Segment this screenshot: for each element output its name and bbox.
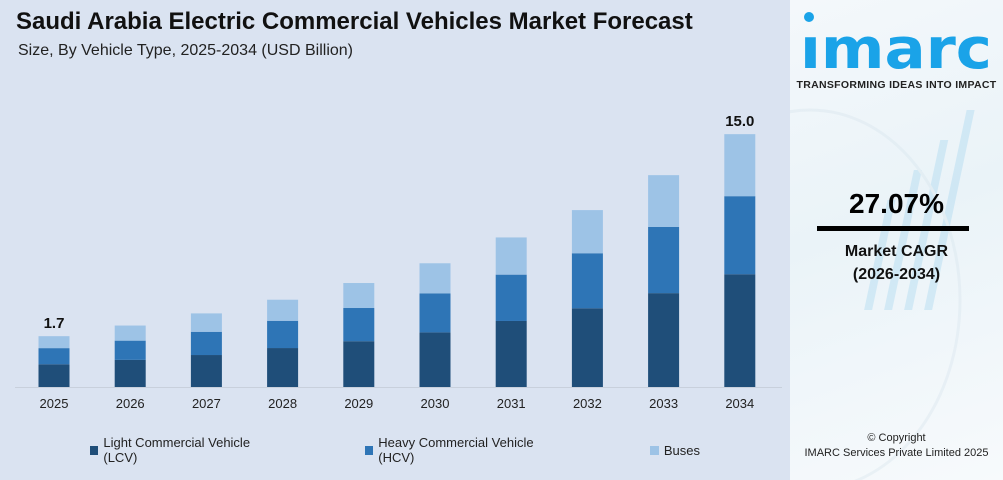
bar-2027-buses (190, 313, 222, 332)
bar-2032-light-commercial-vehicle (571, 308, 603, 387)
cagr-label-text: Market CAGR (844, 243, 949, 260)
bar-2033-heavy-commercial-vehicle (648, 227, 680, 294)
cagr-value: 27.07% (849, 188, 944, 219)
data-label-2034: 15.0 (725, 113, 754, 130)
legend-item-lcv: Light Commercial Vehicle (LCV) (90, 435, 275, 465)
bar-2028-heavy-commercial-vehicle (267, 320, 299, 349)
legend-label: Light Commercial Vehicle (LCV) (103, 435, 251, 465)
company-name: IMARC Services Private Limited 2025 (804, 447, 989, 459)
summary-panel: ımarc TRANSFORMING IDEAS INTO IMPACT 27.… (790, 0, 1003, 480)
chart-panel: Saudi Arabia Electric Commercial Vehicle… (0, 0, 790, 480)
bar-2029-buses (343, 283, 375, 309)
cagr-label: Market CAGR (2026-2034) (790, 240, 1003, 286)
x-tick-label: 2025 (40, 396, 69, 411)
x-tick-label: 2031 (497, 396, 526, 411)
bar-2030-heavy-commercial-vehicle (419, 293, 451, 333)
bar-2030-light-commercial-vehicle (419, 332, 451, 387)
legend-swatch (364, 445, 374, 455)
x-tick-label: 2032 (573, 396, 602, 411)
legend: Light Commercial Vehicle (LCV) Heavy Com… (90, 435, 790, 465)
bar-2029-light-commercial-vehicle (343, 341, 375, 387)
bar-2028-buses (267, 299, 299, 321)
bar-2034-heavy-commercial-vehicle (724, 196, 756, 275)
chart-subtitle: Size, By Vehicle Type, 2025-2034 (USD Bi… (18, 42, 353, 59)
copyright: © Copyright IMARC Services Private Limit… (790, 431, 1003, 461)
bar-2027-light-commercial-vehicle (190, 355, 222, 387)
imarc-logo: ımarc (800, 12, 992, 72)
bar-2027-heavy-commercial-vehicle (190, 331, 222, 356)
divider (817, 226, 969, 231)
bar-2028-light-commercial-vehicle (267, 348, 299, 387)
bar-2034-light-commercial-vehicle (724, 274, 756, 387)
legend-swatch (649, 445, 659, 455)
cagr-period: (2026-2034) (852, 266, 941, 283)
bar-2033-buses (648, 175, 680, 228)
tagline: TRANSFORMING IDEAS INTO IMPACT (796, 79, 997, 91)
bar-2026-heavy-commercial-vehicle (114, 340, 146, 360)
legend-label: Buses (663, 442, 700, 458)
legend-label: Heavy Commercial Vehicle (HCV) (378, 435, 534, 465)
bar-2034-buses (724, 134, 756, 197)
bar-2031-light-commercial-vehicle (495, 320, 527, 387)
stacked-bar-chart: 2025 1.7 2026 2027 2028 2029 2030 2031 2032 2033 2… (15, 113, 782, 411)
chart-title: Saudi Arabia Electric Commercial Vehicle… (16, 8, 693, 35)
x-tick-label: 2027 (192, 396, 221, 411)
bar-2032-buses (571, 210, 603, 254)
x-tick-label: 2030 (421, 396, 450, 411)
x-tick-label: 2028 (268, 396, 297, 411)
bar-2025-buses (38, 336, 70, 349)
bar-2026-buses (114, 325, 146, 341)
bar-2031-heavy-commercial-vehicle (495, 274, 527, 321)
bar-2031-buses (495, 237, 527, 275)
legend-swatch (90, 445, 99, 455)
bar-2029-heavy-commercial-vehicle (343, 308, 375, 342)
bar-2025-light-commercial-vehicle (38, 364, 70, 387)
bar-2033-light-commercial-vehicle (648, 293, 680, 387)
data-label-2025: 1.7 (44, 315, 65, 332)
legend-item-buses: Buses (649, 435, 700, 465)
copyright-text: © Copyright (867, 432, 926, 444)
bar-2032-heavy-commercial-vehicle (571, 253, 603, 309)
legend-item-hcv: Heavy Commercial Vehicle (HCV) (364, 435, 560, 465)
x-tick-label: 2034 (725, 396, 754, 411)
x-tick-label: 2026 (116, 396, 145, 411)
x-tick-label: 2033 (649, 396, 678, 411)
bar-2026-light-commercial-vehicle (114, 359, 146, 387)
bar-2030-buses (419, 263, 451, 294)
x-tick-label: 2029 (344, 396, 373, 411)
svg-text:ımarc: ımarc (800, 17, 992, 72)
bar-2025-heavy-commercial-vehicle (38, 348, 70, 365)
